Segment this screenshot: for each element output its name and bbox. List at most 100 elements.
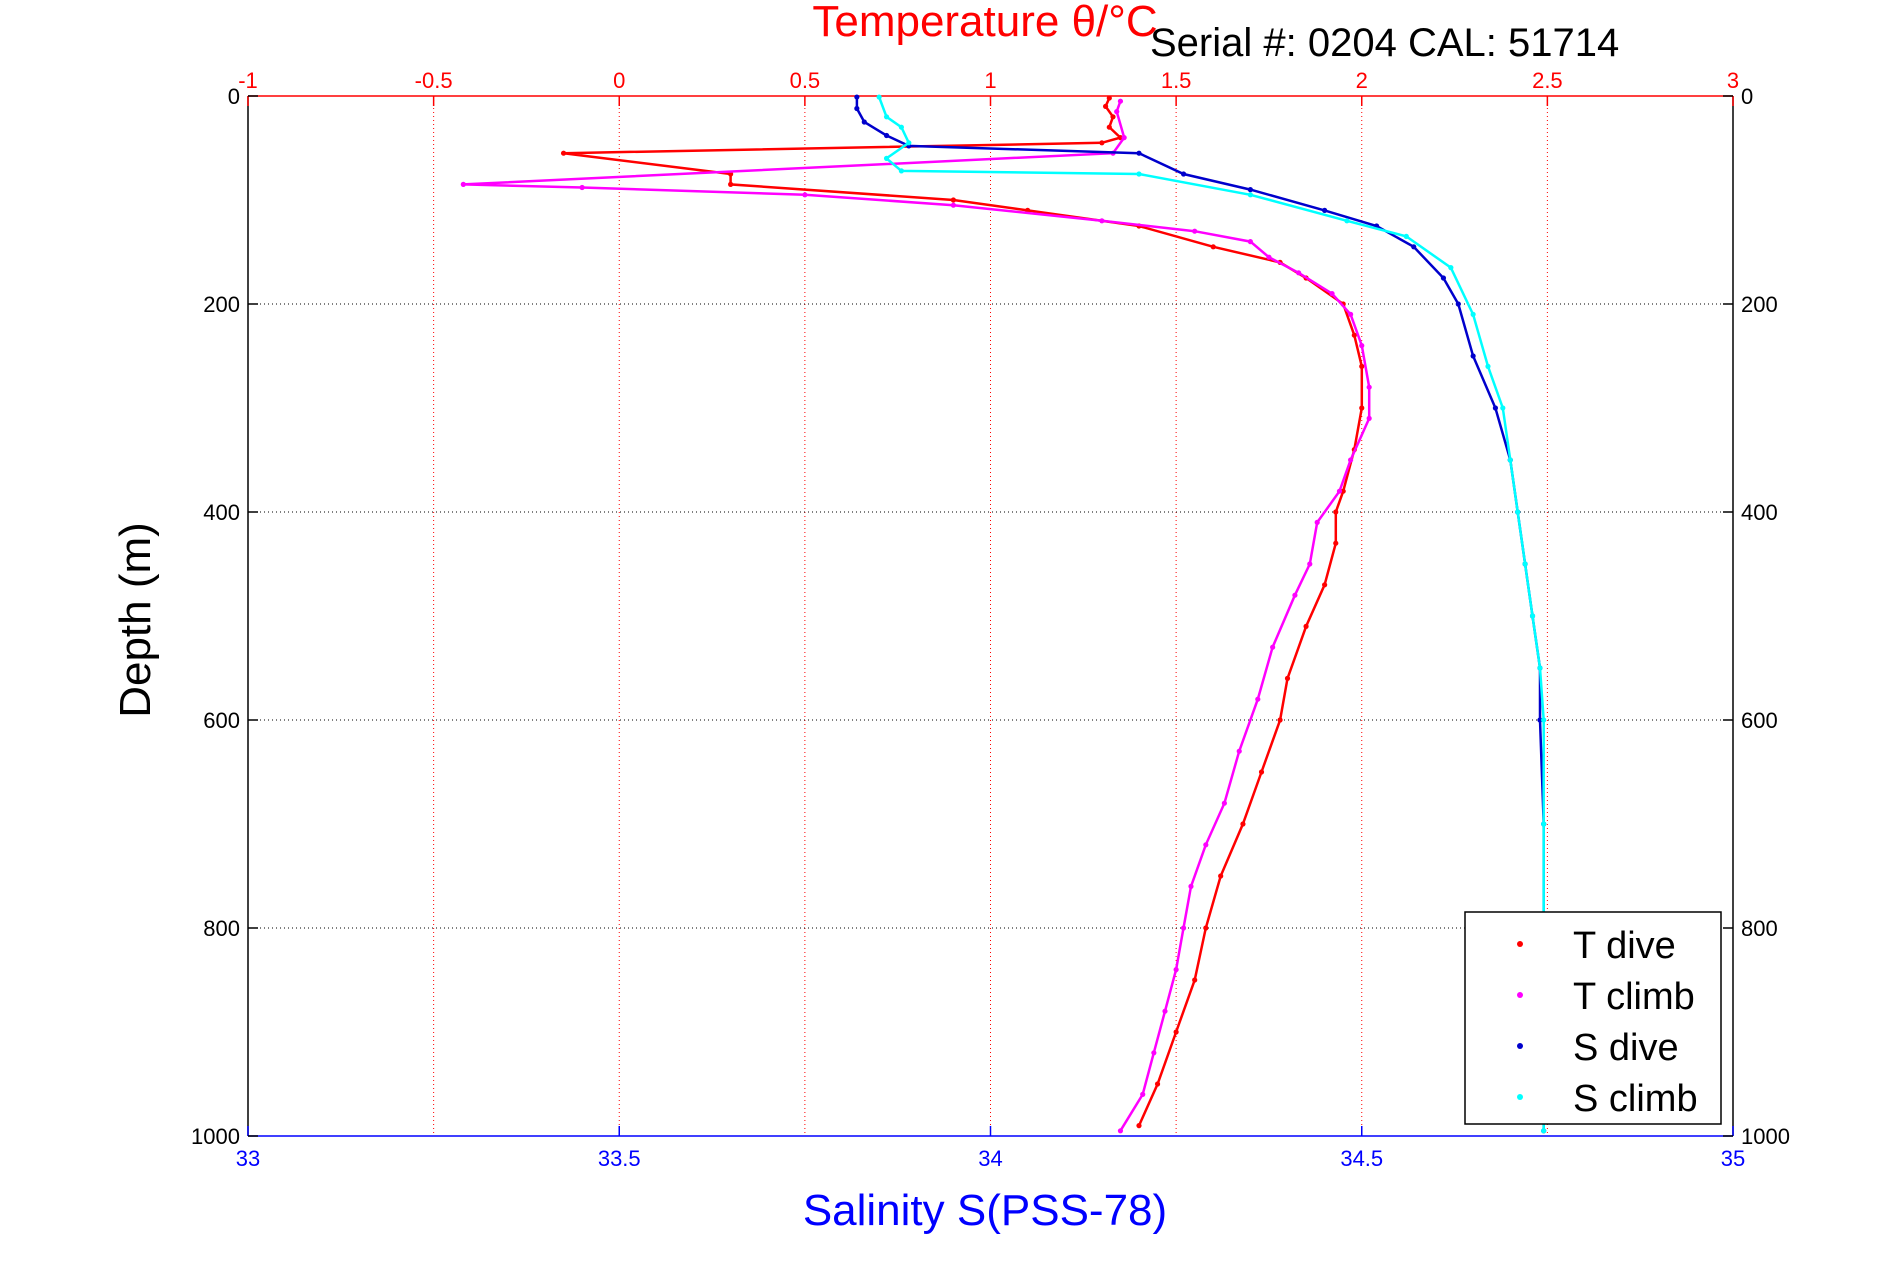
data-point (1292, 592, 1298, 598)
right-tick-label: 0 (1741, 84, 1753, 109)
data-point (1529, 613, 1536, 619)
data-point (1284, 675, 1291, 682)
data-point (898, 124, 905, 130)
legend-label: T dive (1573, 925, 1676, 967)
data-point (1336, 488, 1343, 494)
data-point (579, 184, 585, 191)
legend: T dive T climb S dive S climb (1464, 911, 1722, 1125)
data-point (1188, 883, 1194, 890)
x-axis-label: Salinity S(PSS-78) (803, 1186, 1167, 1235)
data-point (1117, 98, 1124, 104)
legend-box (1464, 911, 1722, 1125)
data-point (883, 155, 890, 161)
data-point (1333, 540, 1339, 546)
data-point (1359, 405, 1365, 411)
left-tick-label: 0 (228, 84, 240, 109)
data-point (1154, 1081, 1161, 1087)
data-point (1507, 457, 1513, 463)
series-line (877, 96, 1545, 1131)
data-point (898, 168, 905, 174)
top-tick-label: 2.5 (1532, 68, 1563, 93)
top-tick-label: 2 (1356, 68, 1368, 93)
data-point (1403, 233, 1409, 239)
data-point (1307, 561, 1313, 567)
data-point (1492, 405, 1498, 411)
data-point (1247, 239, 1253, 245)
data-point (1247, 187, 1253, 193)
data-point (1515, 509, 1521, 515)
top-tick-label: 0 (613, 68, 625, 93)
data-point (1173, 967, 1179, 973)
data-point (1258, 769, 1265, 775)
legend-marker (1517, 992, 1523, 998)
data-point (1240, 821, 1246, 827)
right-tick-label: 1000 (1741, 1124, 1790, 1149)
data-point (1329, 291, 1335, 297)
data-point (1180, 171, 1187, 177)
top-tick-label: 3 (1727, 68, 1739, 93)
data-point (1236, 748, 1242, 754)
data-point (1136, 1123, 1142, 1129)
data-point (1277, 717, 1283, 723)
top-tick-label: 1.5 (1161, 68, 1192, 93)
data-point (1500, 405, 1506, 411)
data-point (728, 181, 734, 187)
data-point (1099, 140, 1105, 146)
data-point (1114, 109, 1120, 115)
top-tick-label: -0.5 (415, 68, 453, 93)
left-tick-label: 800 (203, 916, 240, 941)
series-layer (460, 94, 1547, 1134)
series-t-climb (460, 98, 1372, 1134)
data-point (1173, 1029, 1179, 1035)
chart-title: Temperature θ/°C (812, 0, 1157, 46)
chart-subtitle: Serial #: 0204 CAL: 51714 (1150, 21, 1619, 65)
legend-marker (1517, 1094, 1523, 1100)
data-point (861, 119, 867, 125)
data-point (1192, 228, 1198, 234)
data-point (1366, 415, 1372, 421)
data-point (1322, 207, 1328, 213)
data-point (1541, 717, 1547, 723)
data-point (1136, 150, 1142, 156)
data-point (1366, 384, 1372, 390)
left-tick-label: 200 (203, 292, 240, 317)
data-point (1359, 363, 1365, 369)
data-point (560, 150, 567, 156)
legend-label: S climb (1573, 1078, 1698, 1120)
data-point (1247, 192, 1253, 198)
left-tick-label: 600 (203, 708, 240, 733)
data-point (1270, 644, 1276, 650)
bottom-tick-label: 35 (1721, 1146, 1745, 1171)
data-point (1180, 925, 1187, 931)
data-point (1210, 244, 1216, 250)
bottom-tick-label: 34 (978, 1146, 1002, 1171)
data-point (1537, 665, 1543, 671)
data-point (950, 202, 956, 208)
data-point (1541, 1128, 1547, 1134)
data-point (460, 181, 466, 187)
data-point (1117, 1128, 1124, 1134)
data-point (876, 94, 882, 100)
right-tick-label: 400 (1741, 500, 1778, 525)
data-point (1537, 717, 1543, 723)
right-tick-label: 800 (1741, 916, 1778, 941)
data-point (1203, 842, 1209, 848)
top-tick-label: 0.5 (790, 68, 821, 93)
data-point (1322, 582, 1328, 588)
top-tick-label: -1 (238, 68, 258, 93)
data-point (1348, 311, 1354, 317)
legend-marker (1517, 941, 1523, 947)
data-point (1121, 135, 1127, 141)
data-point (950, 197, 956, 203)
bottom-tick-label: 34.5 (1340, 1146, 1383, 1171)
data-point (1448, 265, 1454, 271)
data-point (1255, 696, 1261, 702)
data-point (1440, 275, 1447, 281)
legend-label: S dive (1573, 1027, 1679, 1069)
data-point (1140, 1091, 1146, 1097)
data-point (1266, 254, 1272, 260)
data-point (1192, 977, 1198, 983)
data-point (1099, 218, 1105, 224)
grid-layer (248, 96, 1733, 1136)
